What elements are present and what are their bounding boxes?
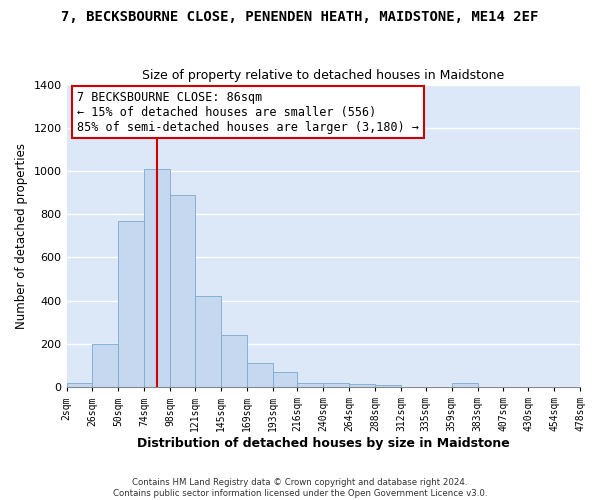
- Bar: [323, 383, 349, 387]
- Bar: [67, 383, 92, 387]
- Bar: [170, 195, 195, 387]
- Title: Size of property relative to detached houses in Maidstone: Size of property relative to detached ho…: [142, 69, 505, 82]
- Bar: [144, 169, 170, 387]
- Bar: [118, 220, 144, 387]
- Text: 7, BECKSBOURNE CLOSE, PENENDEN HEATH, MAIDSTONE, ME14 2EF: 7, BECKSBOURNE CLOSE, PENENDEN HEATH, MA…: [61, 10, 539, 24]
- Y-axis label: Number of detached properties: Number of detached properties: [15, 143, 28, 329]
- Bar: [92, 344, 118, 387]
- Bar: [247, 364, 272, 387]
- Text: 7 BECKSBOURNE CLOSE: 86sqm
← 15% of detached houses are smaller (556)
85% of sem: 7 BECKSBOURNE CLOSE: 86sqm ← 15% of deta…: [77, 90, 419, 134]
- Bar: [349, 384, 375, 387]
- Text: Contains HM Land Registry data © Crown copyright and database right 2024.
Contai: Contains HM Land Registry data © Crown c…: [113, 478, 487, 498]
- Bar: [452, 383, 478, 387]
- Bar: [272, 372, 298, 387]
- Bar: [375, 385, 401, 387]
- X-axis label: Distribution of detached houses by size in Maidstone: Distribution of detached houses by size …: [137, 437, 509, 450]
- Bar: [298, 383, 323, 387]
- Bar: [195, 296, 221, 387]
- Bar: [221, 336, 247, 387]
